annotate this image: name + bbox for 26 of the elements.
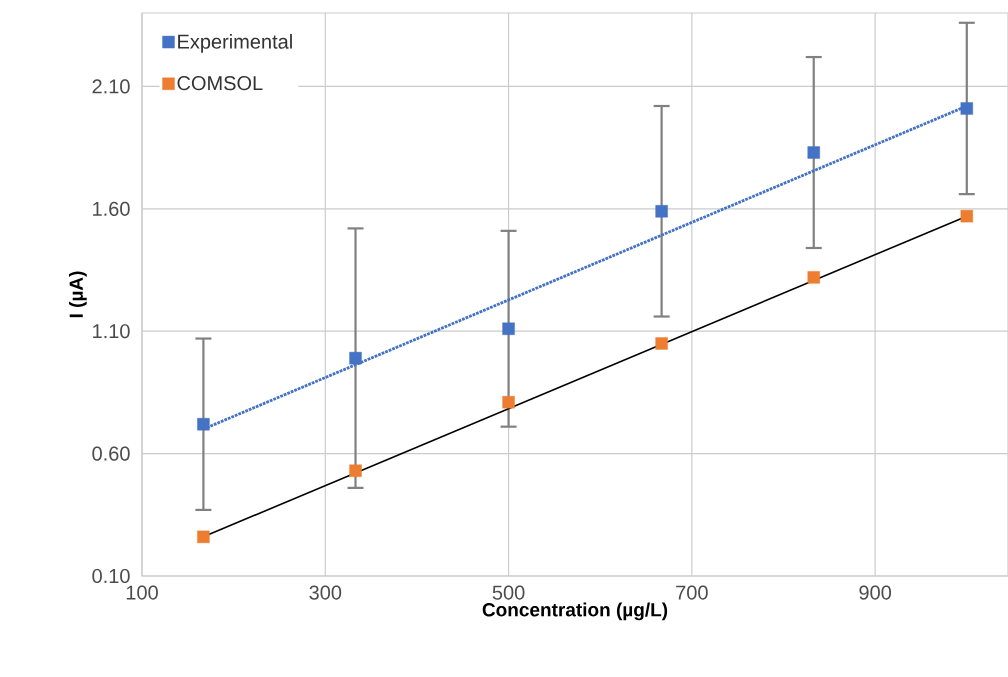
y-tick-label: 2.10: [92, 79, 130, 94]
point: [349, 351, 362, 365]
point: [807, 271, 820, 284]
point: [197, 530, 210, 544]
x-tick-label: 100: [126, 585, 158, 600]
point: [960, 102, 973, 115]
y-tick-label: 1.60: [93, 201, 130, 216]
legend-label: COMSOL: [177, 76, 263, 91]
point: [655, 337, 668, 350]
x-tick-label: 300: [309, 585, 342, 600]
point: [502, 396, 515, 409]
point: [655, 205, 668, 218]
y-tick-label: 0.10: [92, 568, 130, 584]
point: [807, 146, 820, 159]
point: [197, 418, 210, 431]
point: [502, 322, 515, 335]
x-tick-label: 900: [859, 585, 892, 600]
y-axis-title: I (µA): [69, 271, 87, 318]
x-tick-label: 700: [676, 585, 708, 600]
y-tick-label: 1.10: [93, 324, 130, 339]
y-tick-label: 0.60: [92, 446, 130, 461]
x-axis-title: Concentration (µg/L): [482, 602, 668, 621]
legend-label: Experimental: [178, 34, 292, 53]
point: [349, 464, 362, 477]
point: [960, 209, 973, 223]
x-tick-label: 500: [492, 585, 525, 600]
